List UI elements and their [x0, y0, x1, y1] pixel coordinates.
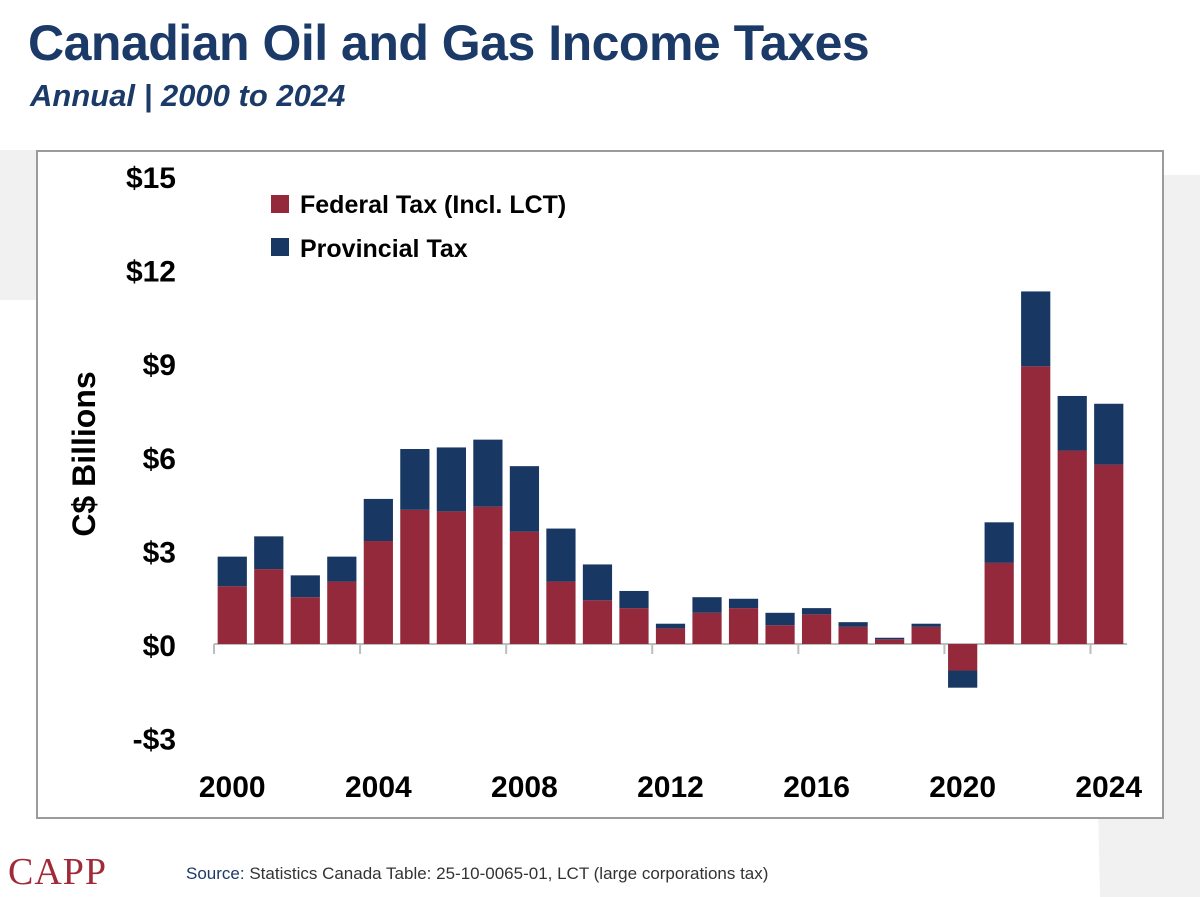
bar-federal-2018	[875, 639, 905, 644]
bar-provincial-2006	[436, 447, 466, 512]
bar-provincial-2019	[911, 623, 941, 627]
x-tick-label: 2004	[345, 771, 412, 804]
bar-provincial-2014	[728, 598, 759, 609]
y-tick-label: $6	[143, 443, 176, 476]
y-tick-label: $3	[143, 536, 176, 569]
bar-provincial-2012	[655, 623, 686, 629]
axes-layer	[213, 643, 1127, 654]
bar-provincial-2001	[254, 536, 284, 570]
page-title: Canadian Oil and Gas Income Taxes	[28, 15, 870, 71]
bar-federal-2001	[254, 569, 284, 644]
y-tick-label: -$3	[133, 724, 176, 757]
bar-federal-2000	[217, 586, 247, 644]
bar-federal-2024	[1094, 464, 1124, 644]
legend-label-provincial: Provincial Tax	[300, 235, 468, 263]
bar-federal-2022	[1021, 366, 1051, 644]
bar-federal-2012	[655, 628, 686, 644]
bar-provincial-2023	[1057, 395, 1087, 451]
bar-federal-2003	[327, 581, 357, 644]
page-subtitle: Annual | 2000 to 2024	[30, 78, 346, 113]
bar-provincial-2017	[838, 622, 868, 627]
x-tick-label: 2000	[199, 771, 266, 804]
bar-provincial-2011	[619, 590, 649, 609]
legend-swatch-federal	[271, 195, 289, 213]
bar-provincial-2021	[984, 522, 1014, 563]
bar-federal-2023	[1057, 450, 1087, 644]
bar-provincial-2002	[290, 575, 320, 598]
bar-provincial-2013	[692, 597, 722, 613]
bar-federal-2017	[838, 626, 868, 644]
bar-federal-2004	[363, 541, 393, 644]
bar-provincial-2000	[217, 556, 247, 587]
bar-provincial-2015	[765, 612, 795, 626]
source-note: Source: Statistics Canada Table: 25-10-0…	[186, 864, 768, 884]
labels-layer: $15 $12 $9 $6 $3 $0 -$3 2000 2004 2008 2012 2016 202…	[126, 162, 1142, 804]
bar-federal-2014	[728, 608, 759, 644]
y-tick-label: $9	[143, 349, 176, 382]
bar-federal-2008	[509, 531, 540, 644]
capp-logo: CAPP	[8, 850, 108, 893]
bar-federal-2010	[582, 600, 613, 644]
bar-federal-2011	[619, 608, 649, 644]
bar-federal-2013	[692, 612, 722, 644]
legend: Federal Tax (Incl. LCT) Provincial Tax	[271, 191, 566, 263]
y-axis-label: C$ Billions	[66, 371, 102, 536]
bar-federal-2002	[290, 597, 320, 644]
x-tick-label: 2012	[637, 771, 704, 804]
bar-provincial-2009	[546, 528, 576, 582]
y-tick-label: $15	[126, 162, 176, 195]
bar-federal-2020	[948, 644, 978, 671]
bars-layer	[217, 291, 1124, 688]
bar-provincial-2022	[1021, 291, 1051, 367]
bar-federal-2016	[801, 614, 832, 644]
bar-federal-2005	[400, 509, 430, 644]
bar-provincial-2020	[948, 670, 978, 688]
chart-frame	[36, 150, 1164, 819]
bar-provincial-2024	[1094, 403, 1124, 465]
bar-federal-2015	[765, 625, 795, 644]
bar-provincial-2003	[327, 556, 357, 582]
bar-federal-2007	[473, 506, 503, 644]
bar-provincial-2008	[509, 466, 540, 532]
bar-provincial-2005	[400, 449, 430, 510]
capp-logo-text: CAPP	[8, 851, 108, 893]
y-tick-label: $12	[126, 256, 176, 289]
x-tick-label: 2008	[491, 771, 558, 804]
bar-federal-2009	[546, 581, 576, 644]
bar-federal-2021	[984, 562, 1014, 644]
bar-federal-2019	[911, 626, 941, 644]
x-tick-label: 2024	[1075, 771, 1142, 804]
bar-provincial-2016	[801, 608, 832, 615]
x-tick-label: 2020	[929, 771, 996, 804]
bar-provincial-2018	[875, 637, 905, 640]
source-label: Source:	[186, 864, 245, 883]
bar-federal-2006	[436, 511, 466, 644]
legend-label-federal: Federal Tax (Incl. LCT)	[300, 191, 566, 219]
y-tick-label: $0	[143, 630, 176, 663]
x-tick-label: 2016	[783, 771, 850, 804]
bar-provincial-2007	[473, 439, 503, 507]
legend-swatch-provincial	[271, 238, 289, 256]
bar-provincial-2004	[363, 498, 393, 542]
source-text: Statistics Canada Table: 25-10-0065-01, …	[249, 864, 769, 883]
bar-provincial-2010	[582, 564, 613, 601]
